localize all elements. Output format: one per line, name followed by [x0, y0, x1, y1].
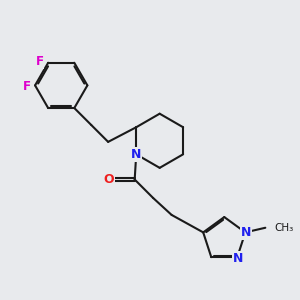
Text: CH₃: CH₃: [274, 223, 294, 233]
Text: N: N: [241, 226, 251, 239]
Text: N: N: [130, 148, 141, 161]
Text: F: F: [22, 80, 31, 93]
Text: O: O: [103, 173, 113, 186]
Text: F: F: [35, 55, 44, 68]
Text: N: N: [233, 252, 243, 265]
